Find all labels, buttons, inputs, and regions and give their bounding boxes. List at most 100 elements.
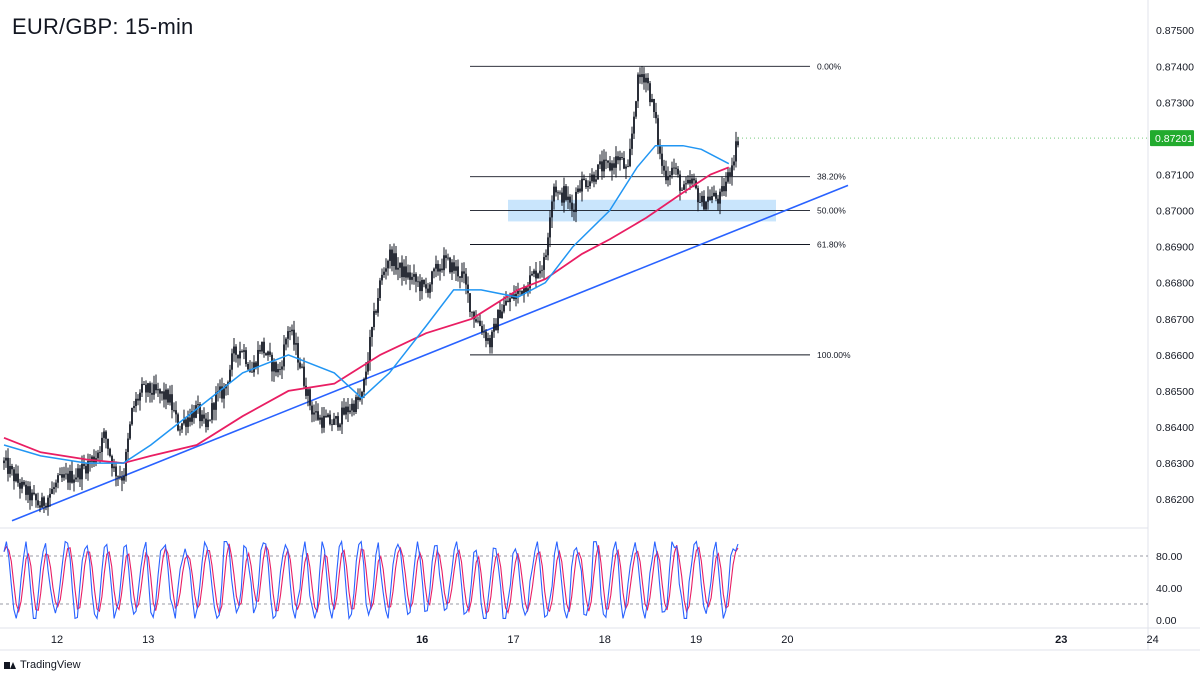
candle-body (533, 270, 535, 274)
candle-body (417, 281, 419, 283)
brand-label: TradingView (20, 659, 81, 671)
candle-body (245, 350, 247, 364)
candle-body (667, 176, 669, 181)
x-tick-label: 16 (416, 634, 428, 646)
candle-body (33, 492, 35, 495)
candle-body (13, 469, 15, 482)
x-tick-label: 20 (781, 634, 793, 646)
candle-body (625, 166, 627, 169)
candle-body (125, 451, 127, 477)
candle-body (169, 394, 171, 403)
candle-body (683, 184, 685, 190)
candle-body (687, 179, 689, 184)
candle-body (399, 262, 401, 268)
candle-body (595, 179, 597, 182)
candle-body (223, 388, 225, 399)
candle-body (567, 196, 569, 200)
candle-body (425, 284, 427, 289)
y-tick-label: 0.86800 (1156, 278, 1194, 290)
candle-body (141, 383, 143, 393)
candle-body (73, 479, 75, 483)
candle-body (89, 461, 91, 462)
candle-body (105, 431, 107, 439)
candle-body (137, 398, 139, 401)
candle-body (71, 470, 73, 483)
y-tick-label: 0.86500 (1156, 386, 1194, 398)
candle-body (27, 486, 29, 495)
candle-body (377, 298, 379, 313)
candle-body (395, 253, 397, 270)
candle-body (527, 288, 529, 292)
candle-body (299, 362, 301, 368)
candle-body (647, 77, 649, 84)
fib-level-label: 50.00% (817, 206, 846, 216)
candle-body (439, 268, 441, 272)
candle-body (659, 144, 661, 154)
candle-body (429, 284, 431, 293)
candle-body (369, 336, 371, 362)
candle-body (257, 349, 259, 368)
candle-body (77, 468, 79, 478)
candle-body (283, 344, 285, 367)
candle-body (287, 331, 289, 339)
candle-body (101, 437, 103, 453)
candle-body (489, 338, 491, 348)
candle-body (677, 168, 679, 175)
candle-body (319, 417, 321, 420)
candle-body (109, 448, 111, 456)
candle-body (651, 98, 653, 103)
candles (3, 66, 739, 516)
candle-body (535, 270, 537, 279)
candle-body (153, 384, 155, 395)
candle-body (441, 268, 443, 271)
candle-body (159, 389, 161, 394)
candle-body (121, 477, 123, 481)
candle-body (15, 473, 17, 482)
candle-body (423, 279, 425, 285)
candle-body (43, 497, 45, 506)
candle-body (355, 397, 357, 412)
candle-body (525, 286, 527, 292)
candle-body (605, 159, 607, 161)
candle-body (627, 166, 629, 167)
candle-body (155, 384, 157, 391)
x-tick-label: 17 (507, 634, 519, 646)
candle-body (67, 473, 69, 483)
candle-body (537, 273, 539, 279)
candle-body (347, 406, 349, 413)
x-tick-label: 19 (690, 634, 702, 646)
candle-body (503, 304, 505, 312)
osc-tick-label: 40.00 (1156, 583, 1182, 595)
candle-body (715, 192, 717, 199)
x-tick-label: 23 (1055, 634, 1067, 646)
candle-body (273, 362, 275, 372)
candle-body (263, 341, 265, 354)
candle-body (373, 311, 375, 328)
candle-body (309, 389, 311, 406)
candle-body (187, 417, 189, 427)
candle-body (227, 382, 229, 385)
candle-body (235, 346, 237, 355)
candle-body (185, 419, 187, 427)
candle-body (201, 414, 203, 422)
fib-level-label: 0.00% (817, 61, 842, 71)
candle-body (291, 329, 293, 332)
candle-body (671, 167, 673, 176)
osc-tick-label: 80.00 (1156, 551, 1182, 563)
candle-body (443, 255, 445, 271)
candle-body (99, 452, 101, 453)
x-tick-label: 13 (142, 634, 154, 646)
candle-body (181, 423, 183, 430)
candle-body (321, 417, 323, 428)
candle-body (403, 266, 405, 278)
candle-body (581, 178, 583, 192)
candle-body (449, 257, 451, 273)
last-price-badge (1150, 130, 1194, 147)
candle-body (427, 288, 429, 293)
candle-body (367, 361, 369, 372)
candle-body (541, 269, 543, 271)
candle-body (115, 466, 117, 477)
candle-body (493, 323, 495, 332)
candle-body (553, 186, 555, 202)
